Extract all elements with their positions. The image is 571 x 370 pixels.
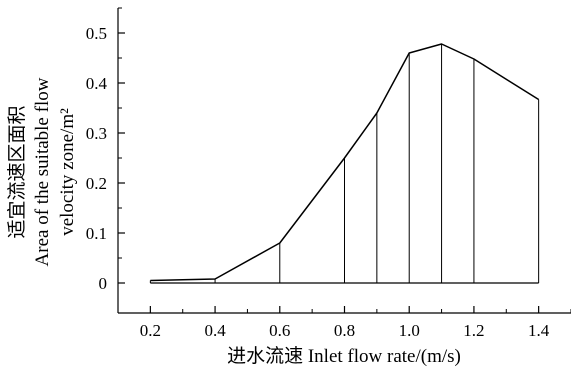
plot-area (149, 43, 540, 284)
y-tick-label: 0 (99, 274, 108, 293)
x-axis-label: 进水流速 Inlet flow rate/(m/s) (227, 345, 461, 367)
x-tick-label: 0.4 (204, 321, 226, 340)
x-tick-label: 1.0 (399, 321, 420, 340)
y-axis-label-line-3: velocity zone/m² (57, 108, 78, 236)
y-tick-label: 0.2 (86, 174, 107, 193)
x-tick-label: 1.4 (528, 321, 550, 340)
x-tick-label: 0.6 (269, 321, 290, 340)
axes: 0 0.1 0.2 0.3 0.4 0.5 0.2 0.4 0.6 0.8 1.0 1.2 1.4 (86, 7, 571, 340)
y-axis-label: 适宜流速区面积 Area of the suitable flow veloci… (6, 77, 78, 266)
series-line (150, 43, 540, 282)
y-tick-label: 0.3 (86, 124, 107, 143)
y-axis-label-line-1: 适宜流速区面积 (6, 105, 28, 238)
y-tick-label: 0.4 (86, 74, 108, 93)
y-tick-label: 0.5 (86, 24, 107, 43)
y-axis-label-line-2: Area of the suitable flow (32, 77, 53, 266)
x-tick-label: 1.2 (463, 321, 484, 340)
x-tick-label: 0.8 (334, 321, 355, 340)
x-tick-label: 0.2 (140, 321, 161, 340)
y-tick-label: 0.1 (86, 224, 107, 243)
